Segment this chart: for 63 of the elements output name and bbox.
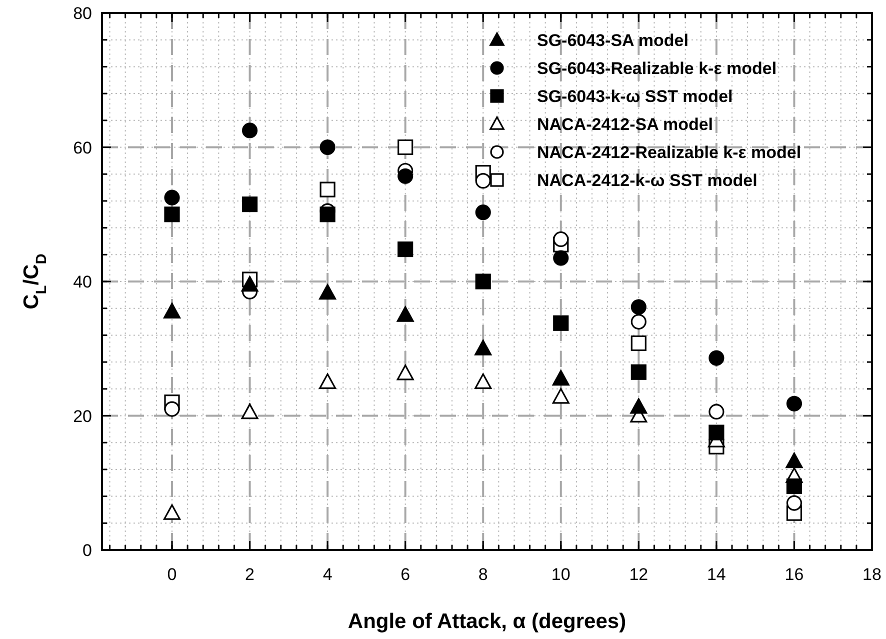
x-tick-label: 4 bbox=[322, 565, 332, 584]
x-tick-label: 6 bbox=[400, 565, 410, 584]
point bbox=[708, 404, 724, 420]
y-tick-label: 80 bbox=[73, 4, 92, 23]
point bbox=[164, 504, 180, 520]
point bbox=[164, 206, 180, 222]
point bbox=[164, 190, 180, 206]
point bbox=[786, 495, 802, 511]
point bbox=[242, 196, 258, 212]
point bbox=[164, 401, 180, 417]
point bbox=[398, 241, 414, 258]
point bbox=[319, 373, 336, 389]
x-tick-label: 10 bbox=[551, 565, 570, 584]
point bbox=[320, 139, 336, 156]
legend-label: SG-6043-SA model bbox=[537, 31, 688, 50]
point bbox=[319, 284, 336, 300]
point bbox=[320, 182, 336, 198]
legend-label: SG-6043-k-ω SST model bbox=[537, 87, 733, 106]
x-tick-label: 14 bbox=[706, 565, 726, 584]
point bbox=[241, 404, 258, 420]
point bbox=[475, 204, 491, 220]
point bbox=[396, 364, 414, 380]
point bbox=[474, 373, 492, 389]
point bbox=[474, 340, 492, 356]
point bbox=[475, 274, 491, 290]
y-tick-label: 0 bbox=[82, 541, 92, 560]
point bbox=[398, 139, 414, 156]
legend-label: NACA-2412-k-ω SST model bbox=[537, 171, 758, 190]
y-tick-label: 40 bbox=[73, 272, 92, 292]
x-tick-label: 12 bbox=[629, 565, 648, 584]
x-tick-label: 18 bbox=[862, 565, 882, 584]
point bbox=[320, 206, 336, 222]
x-axis-title: Angle of Attack, α (degrees) bbox=[348, 610, 626, 633]
point bbox=[553, 250, 569, 266]
y-tick-label: 20 bbox=[73, 406, 92, 426]
point bbox=[630, 398, 648, 414]
point bbox=[241, 276, 258, 292]
point bbox=[553, 231, 569, 248]
point bbox=[630, 299, 646, 315]
point bbox=[475, 173, 491, 189]
legend-label: SG-6043-Realizable k-ε model bbox=[537, 59, 777, 78]
point bbox=[552, 370, 570, 386]
legend-label: NACA-2412-Realizable k-ε model bbox=[537, 143, 802, 162]
point bbox=[630, 364, 646, 380]
point bbox=[398, 168, 414, 184]
x-tick-label: 16 bbox=[784, 565, 804, 584]
x-tick-label: 8 bbox=[478, 565, 488, 584]
point bbox=[242, 122, 258, 138]
point bbox=[553, 315, 569, 331]
legend-label: NACA-2412-SA model bbox=[537, 115, 714, 134]
point bbox=[786, 452, 803, 468]
point bbox=[630, 314, 646, 330]
point bbox=[396, 306, 414, 322]
point bbox=[164, 302, 180, 318]
y-tick-label: 60 bbox=[73, 138, 92, 158]
point bbox=[708, 350, 724, 366]
x-tick-label: 0 bbox=[167, 565, 177, 584]
point bbox=[786, 396, 802, 412]
point bbox=[708, 424, 724, 440]
x-tick-label: 2 bbox=[245, 565, 255, 584]
point bbox=[786, 478, 802, 494]
point bbox=[552, 388, 570, 404]
point bbox=[630, 335, 646, 352]
